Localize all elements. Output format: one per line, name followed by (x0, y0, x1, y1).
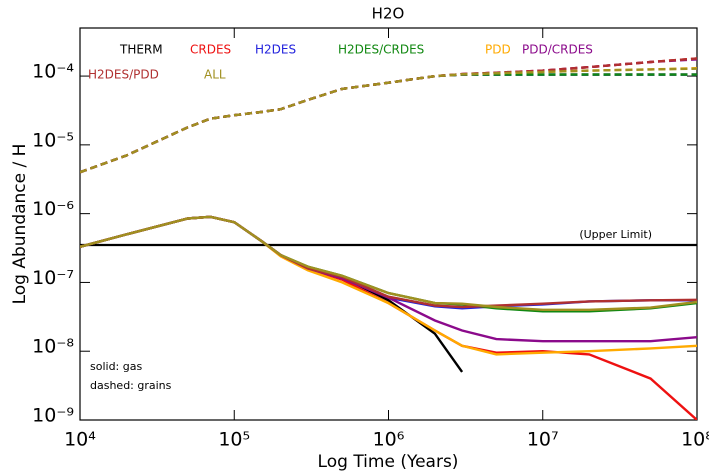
x-tick-label: 10⁸ (681, 429, 709, 451)
grain-line (80, 73, 697, 174)
gas-line (80, 215, 697, 311)
x-tick-label: 10⁴ (64, 429, 96, 451)
upper-limit-label: (Upper Limit) (579, 228, 652, 241)
gas-line (80, 215, 464, 373)
legend-entry: PDD/CRDES (522, 43, 593, 57)
y-tick-label: 10⁻⁹ (32, 405, 74, 427)
plot-area (80, 57, 697, 420)
x-tick-label: 10⁷ (527, 429, 559, 451)
x-tick-label: 10⁶ (373, 429, 405, 451)
legend-entry: CRDES (190, 43, 231, 57)
y-tick-label: 10⁻⁵ (32, 129, 74, 151)
grain-line (80, 73, 697, 174)
legend-entry: ALL (204, 68, 226, 82)
y-tick-label: 10⁻⁸ (32, 336, 74, 358)
y-axis-label: Log Abundance / H (10, 144, 30, 305)
legend-entry: H2DES/CRDES (338, 43, 424, 57)
y-tick-label: 10⁻⁴ (32, 61, 74, 83)
legend-entry: PDD (485, 43, 511, 57)
x-tick-label: 10⁵ (218, 429, 250, 451)
y-tick-label: 10⁻⁷ (32, 267, 74, 289)
legend-entry: THERM (119, 43, 163, 57)
grain-line (80, 73, 697, 174)
gas-line (80, 215, 697, 420)
y-tick-label: 10⁻⁶ (32, 198, 74, 220)
x-axis-label: Log Time (Years) (318, 452, 459, 472)
grain-line (80, 58, 697, 174)
note: solid: gas (90, 360, 142, 373)
note: dashed: grains (90, 379, 172, 392)
legend-entry: H2DES/PDD (88, 68, 159, 82)
grain-line (80, 67, 697, 174)
chart-title: H2O (372, 5, 405, 23)
legend-entry: H2DES (255, 43, 296, 57)
